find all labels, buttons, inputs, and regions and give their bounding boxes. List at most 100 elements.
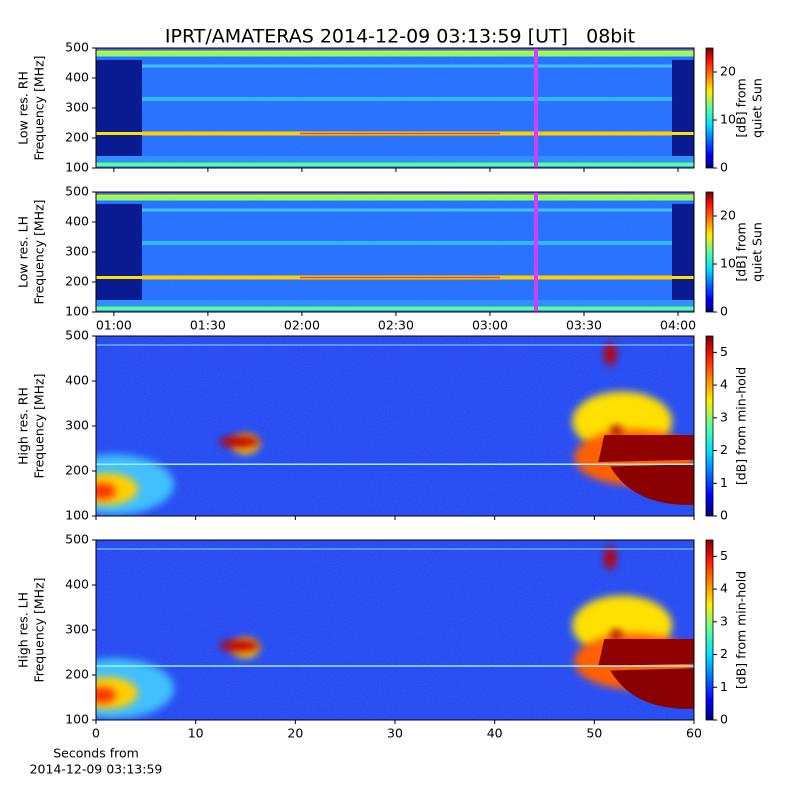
spectrogram — [96, 540, 694, 720]
colorbar-label: quiet Sun — [750, 222, 765, 282]
x-tick-label: 30 — [387, 726, 403, 741]
x-tick-label: 01:30 — [190, 318, 226, 333]
blob — [219, 639, 260, 652]
y-tick-label: 400 — [65, 577, 89, 592]
x-tick-label: 02:00 — [284, 318, 320, 333]
blob — [96, 483, 116, 500]
y-tick-label: 100 — [65, 304, 89, 319]
colorbar-tick-label: 5 — [720, 548, 728, 563]
colorbar-tick-label: 5 — [720, 344, 728, 359]
y-tick-label: 500 — [65, 40, 89, 55]
colorbar-tick-label: 4 — [720, 581, 728, 596]
y-axis-label: Low res. LH — [16, 216, 31, 288]
x-tick-label: 04:00 — [660, 318, 696, 333]
blob — [604, 546, 617, 570]
x-tick-label: 03:30 — [566, 318, 602, 333]
burst — [598, 639, 694, 666]
y-tick-label: 200 — [65, 463, 89, 478]
y-tick-label: 100 — [65, 712, 89, 727]
blob — [610, 425, 623, 436]
y-tick-label: 400 — [65, 214, 89, 229]
colorbar-label: [dB] from min-hold — [734, 571, 749, 689]
colorbar — [705, 191, 714, 313]
y-tick-label: 500 — [65, 328, 89, 343]
y-axis-label: High res. LH — [16, 592, 31, 668]
colorbar-tick-label: 2 — [720, 646, 728, 661]
colorbar-tick-label: 1 — [720, 679, 728, 694]
dark — [672, 60, 694, 156]
x-tick-label: 40 — [487, 726, 503, 741]
band — [672, 276, 694, 279]
colorbar-tick-label: 0 — [720, 508, 728, 523]
y-axis-label: High res. RH — [16, 387, 31, 465]
y-tick-label: 300 — [65, 622, 89, 637]
band — [96, 241, 694, 245]
y-tick-label: 300 — [65, 100, 89, 115]
band — [96, 548, 694, 550]
x-tick-label: 01:00 — [96, 318, 132, 333]
colorbar-tick-label: 0 — [720, 712, 728, 727]
band — [96, 306, 694, 311]
dark — [96, 204, 142, 300]
colorbar-label: quiet Sun — [750, 78, 765, 138]
burst — [598, 435, 694, 462]
band — [96, 132, 142, 135]
y-tick-label: 300 — [65, 244, 89, 259]
y-tick-label: 100 — [65, 508, 89, 523]
band — [96, 64, 694, 68]
band — [96, 276, 142, 279]
bg — [96, 48, 694, 168]
bg — [96, 192, 694, 312]
band — [672, 132, 694, 135]
x-tick-label: 10 — [188, 726, 204, 741]
y-tick-label: 400 — [65, 373, 89, 388]
colorbar-tick-label: 2 — [720, 442, 728, 457]
band — [96, 51, 694, 57]
colorbar — [705, 539, 714, 721]
colorbar-tick-label: 3 — [720, 613, 728, 628]
y-tick-label: 200 — [65, 130, 89, 145]
y-tick-label: 400 — [65, 70, 89, 85]
burst — [610, 464, 694, 505]
colorbar-label: [dB] from — [734, 78, 749, 137]
band — [96, 97, 694, 101]
x-tick-label: 20 — [287, 726, 303, 741]
colorbar-tick-label: 20 — [720, 64, 736, 79]
y-axis-label: Frequency [MHz] — [32, 373, 47, 478]
band — [96, 195, 694, 201]
band — [96, 208, 694, 212]
band — [300, 132, 500, 135]
x-tick-label: 03:00 — [472, 318, 508, 333]
panel: 100 200 300 400 500 High res. RH Frequency [MH… — [16, 328, 749, 523]
colorbar-tick-label: 20 — [720, 208, 736, 223]
band — [96, 665, 694, 667]
band — [96, 50, 694, 53]
colorbar — [705, 47, 714, 169]
colorbar-tick-label: 1 — [720, 475, 728, 490]
x-axis-label: Seconds from — [53, 746, 139, 761]
blob — [96, 687, 116, 704]
band — [300, 276, 500, 279]
colorbar-tick-label: 0 — [720, 160, 728, 175]
y-tick-label: 100 — [65, 160, 89, 175]
y-axis-label: Frequency [MHz] — [32, 55, 47, 160]
colorbar-label: [dB] from min-hold — [734, 367, 749, 485]
spectrogram — [96, 192, 694, 312]
y-tick-label: 300 — [65, 418, 89, 433]
blob — [610, 629, 623, 640]
y-axis-label: Frequency [MHz] — [32, 577, 47, 682]
colorbar-tick-label: 4 — [720, 377, 728, 392]
colorbar-tick-label: 3 — [720, 409, 728, 424]
band — [96, 156, 694, 162]
y-tick-label: 200 — [65, 274, 89, 289]
chart-title: IPRT/AMATERAS 2014-12-09 03:13:59 [UT] 0… — [165, 26, 635, 48]
marker — [534, 48, 538, 168]
dark — [96, 60, 142, 156]
blob — [219, 435, 260, 448]
colorbar-tick-label: 0 — [720, 304, 728, 319]
colorbar-tick-label: 10 — [720, 256, 736, 271]
colorbar-tick-label: 10 — [720, 112, 736, 127]
